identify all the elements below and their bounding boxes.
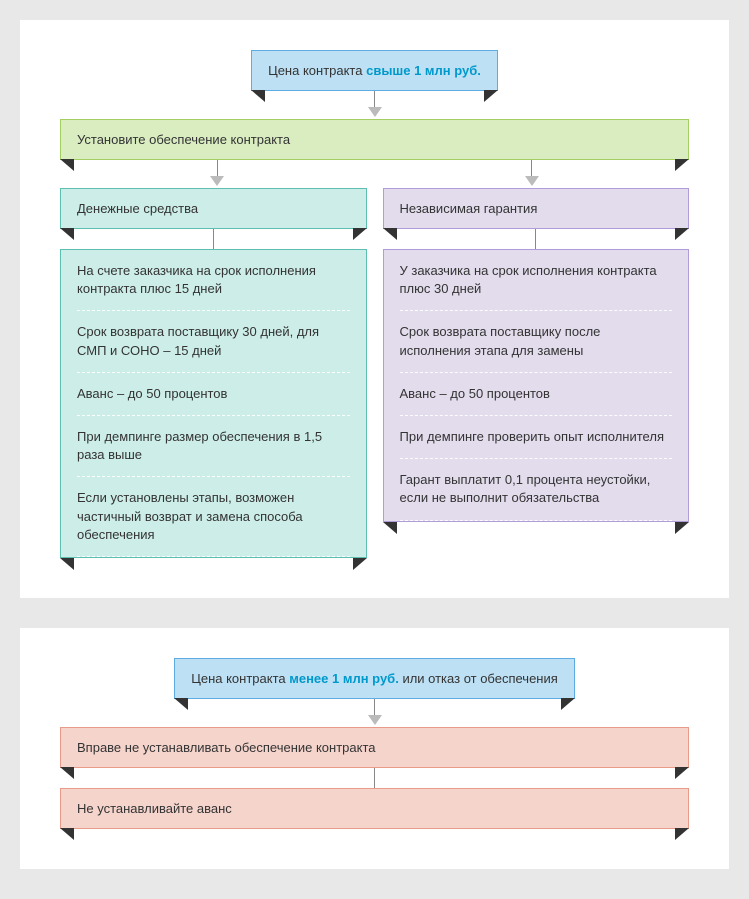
money-details: На счете заказчика на срок исполнения ко… xyxy=(60,249,367,558)
flag-left-icon xyxy=(60,767,74,779)
branch-guarantee: Независимая гарантия xyxy=(383,188,690,229)
step-no-advance: Не устанавливайте аванс xyxy=(60,788,689,829)
flag-left-icon xyxy=(60,159,74,171)
list-item: У заказчика на срок исполнения контракта… xyxy=(400,250,673,311)
list-item: При демпинге проверить опыт исполнителя xyxy=(400,416,673,459)
connector-line xyxy=(60,768,689,788)
flag-left-icon xyxy=(60,228,74,240)
list-item: Если установлены этапы, возможен частичн… xyxy=(77,477,350,557)
flag-right-icon xyxy=(675,767,689,779)
list-item: Гарант выплатит 0,1 процента неустойки, … xyxy=(400,459,673,520)
flag-right-icon xyxy=(484,90,498,102)
panel-over-1m: Цена контракта свыше 1 млн руб. Установи… xyxy=(20,20,729,598)
branch-money: Денежные средства xyxy=(60,188,367,229)
step1-label: Установите обеспечение контракта xyxy=(77,132,290,147)
flag-right-icon xyxy=(675,159,689,171)
connector-line xyxy=(383,229,690,249)
list-item: Аванс – до 50 процентов xyxy=(400,373,673,416)
step-establish-security: Установите обеспечение контракта xyxy=(60,119,689,160)
list-item: При демпинге размер обеспечения в 1,5 ра… xyxy=(77,416,350,477)
branch-money-label: Денежные средства xyxy=(77,201,198,216)
flag-right-icon xyxy=(675,522,689,534)
flag-right-icon xyxy=(353,558,367,570)
title2-highlight: менее 1 млн руб. xyxy=(289,671,399,686)
title2-suffix: или отказ от обеспечения xyxy=(399,671,558,686)
flag-left-icon xyxy=(60,558,74,570)
list-item: Срок возврата поставщику после исполнени… xyxy=(400,311,673,372)
step-may-skip-security: Вправе не устанавливать обеспечение конт… xyxy=(60,727,689,768)
flag-right-icon xyxy=(353,228,367,240)
list-item: Срок возврата поставщику 30 дней, для СМ… xyxy=(77,311,350,372)
connector-arrow xyxy=(60,91,689,119)
connector-arrow xyxy=(60,699,689,727)
flag-left-icon xyxy=(383,522,397,534)
guarantee-details: У заказчика на срок исполнения контракта… xyxy=(383,249,690,522)
split-connector xyxy=(60,160,689,188)
list-item: На счете заказчика на срок исполнения ко… xyxy=(77,250,350,311)
title-highlight: свыше 1 млн руб. xyxy=(366,63,481,78)
flag-right-icon xyxy=(675,828,689,840)
title-banner-2: Цена контракта менее 1 млн руб. или отка… xyxy=(174,658,575,699)
title-banner-1: Цена контракта свыше 1 млн руб. xyxy=(251,50,498,91)
step1-label-2: Вправе не устанавливать обеспечение конт… xyxy=(77,740,376,755)
branch-guarantee-label: Независимая гарантия xyxy=(400,201,538,216)
step2-label: Не устанавливайте аванс xyxy=(77,801,232,816)
flag-left-icon xyxy=(251,90,265,102)
list-item: Аванс – до 50 процентов xyxy=(77,373,350,416)
flag-right-icon xyxy=(675,228,689,240)
title-prefix: Цена контракта xyxy=(268,63,366,78)
flag-left-icon xyxy=(174,698,188,710)
connector-line xyxy=(60,229,367,249)
flag-right-icon xyxy=(561,698,575,710)
panel-under-1m: Цена контракта менее 1 млн руб. или отка… xyxy=(20,628,729,869)
flag-left-icon xyxy=(60,828,74,840)
flag-left-icon xyxy=(383,228,397,240)
title2-prefix: Цена контракта xyxy=(191,671,289,686)
